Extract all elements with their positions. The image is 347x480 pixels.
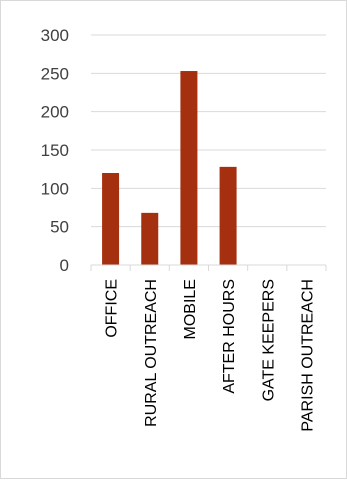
bars <box>102 71 237 266</box>
y-axis-tick-labels: 0 50 100 150 200 250 300 <box>41 26 69 275</box>
y-tick-label: 150 <box>41 141 69 160</box>
bar-after-hours <box>219 166 237 265</box>
x-axis <box>90 264 327 271</box>
x-category-label: RURAL OUTREACH <box>143 279 160 427</box>
y-tick-label: 50 <box>50 218 69 237</box>
gridlines <box>91 34 326 228</box>
x-category-label: OFFICE <box>104 279 121 338</box>
bar-office <box>102 173 120 265</box>
y-tick-label: 100 <box>41 179 69 198</box>
x-category-label: AFTER HOURS <box>221 279 238 394</box>
x-axis-category-labels: OFFICE RURAL OUTREACH MOBILE AFTER HOURS GAT… <box>104 279 317 432</box>
y-tick-label: 200 <box>41 103 69 122</box>
y-tick-label: 300 <box>41 26 69 45</box>
x-category-label: MOBILE <box>182 279 199 339</box>
bar-rural-outreach <box>141 212 159 265</box>
y-tick-label: 250 <box>41 64 69 83</box>
y-tick-label: 0 <box>60 256 69 275</box>
x-category-label: GATE KEEPERS <box>260 279 277 401</box>
x-category-label: PARISH OUTREACH <box>299 279 316 432</box>
bar-mobile <box>180 71 198 266</box>
